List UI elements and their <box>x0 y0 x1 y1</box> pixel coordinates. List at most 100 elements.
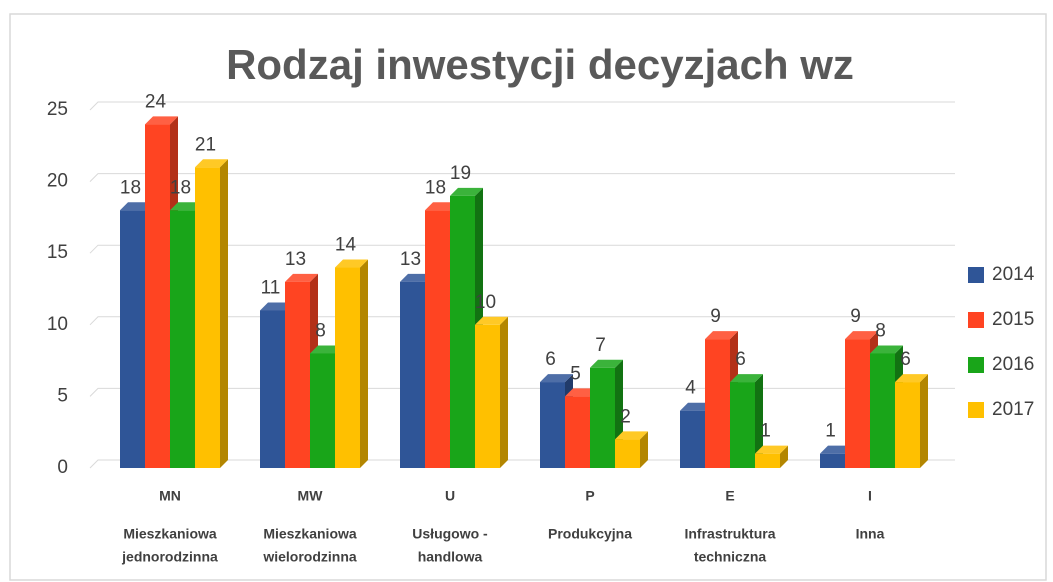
data-label: 8 <box>315 320 326 341</box>
bar <box>845 339 870 468</box>
bar <box>310 353 335 468</box>
data-label: 10 <box>475 292 496 313</box>
data-label: 14 <box>335 235 357 256</box>
y-tick-label: 0 <box>57 457 68 478</box>
bar <box>285 281 310 468</box>
bar-top <box>475 316 508 325</box>
category-description: jednorodzinna <box>121 549 218 565</box>
bar <box>120 210 145 469</box>
grid-line <box>89 244 955 254</box>
bar <box>730 382 755 468</box>
bar-side <box>920 374 928 468</box>
bar-top <box>120 202 153 211</box>
data-label: 21 <box>195 134 216 155</box>
bar <box>680 410 705 468</box>
data-label: 18 <box>120 177 141 198</box>
bar-top <box>820 445 853 454</box>
bar-top <box>400 273 433 282</box>
category-description: handlowa <box>418 549 483 565</box>
x-tick-label: MN <box>159 488 181 504</box>
bar <box>755 453 780 468</box>
bar-top <box>755 445 788 454</box>
bar <box>475 324 500 468</box>
data-label: 24 <box>145 91 167 112</box>
bar-top <box>540 374 573 383</box>
data-label: 18 <box>425 177 446 198</box>
grid-line <box>89 316 955 326</box>
x-tick-label: I <box>868 488 872 504</box>
x-tick-label: MW <box>298 488 324 504</box>
bar-side <box>640 431 648 468</box>
bar <box>820 453 845 468</box>
category-description: Inna <box>856 526 885 542</box>
bar-top <box>730 374 763 383</box>
bar <box>425 210 450 469</box>
data-label: 6 <box>545 349 556 370</box>
bar <box>705 339 730 468</box>
data-label: 2 <box>620 406 631 427</box>
data-label: 6 <box>900 349 911 370</box>
bar-top <box>145 116 178 125</box>
data-label: 7 <box>595 335 606 356</box>
chart-title: Rodzaj inwestycji decyzjach wz <box>226 41 854 88</box>
y-tick-label: 10 <box>47 314 68 335</box>
bar <box>335 267 360 468</box>
bar-top <box>705 331 738 340</box>
bar-top <box>310 345 343 354</box>
data-label: 19 <box>450 163 471 184</box>
y-tick-label: 5 <box>57 385 68 406</box>
bar <box>195 167 220 468</box>
legend-swatch <box>968 267 984 283</box>
grid-line <box>89 101 955 111</box>
category-description: Mieszkaniowa <box>263 526 357 542</box>
data-label: 11 <box>261 277 281 298</box>
bar-top <box>680 402 713 411</box>
x-tick-label: E <box>725 488 734 504</box>
bar-top <box>615 431 648 440</box>
data-label: 13 <box>285 249 306 270</box>
category-description: techniczna <box>694 549 767 565</box>
bar-top <box>195 159 228 168</box>
legend-swatch <box>968 357 984 373</box>
category-description: Mieszkaniowa <box>123 526 217 542</box>
data-label: 9 <box>850 306 861 327</box>
legend-label: 2015 <box>992 309 1034 330</box>
data-label: 18 <box>170 177 191 198</box>
bar-top <box>845 331 878 340</box>
bar-top <box>335 259 368 268</box>
bar <box>145 124 170 468</box>
bar <box>400 281 425 468</box>
bar-side <box>220 159 228 468</box>
bar-top <box>565 388 598 397</box>
bar-top <box>870 345 903 354</box>
data-label: 5 <box>570 363 581 384</box>
category-description: Infrastruktura <box>684 526 775 542</box>
data-label: 8 <box>875 320 886 341</box>
bar <box>895 382 920 468</box>
x-tick-label: U <box>445 488 455 504</box>
category-description: wielorodzinna <box>262 549 357 565</box>
legend-label: 2016 <box>992 354 1034 375</box>
bar-side <box>500 316 508 468</box>
bar <box>170 210 195 469</box>
bar <box>260 310 285 468</box>
bar-top <box>170 202 203 211</box>
bar-side <box>360 259 368 468</box>
bar <box>870 353 895 468</box>
data-label: 6 <box>735 349 746 370</box>
legend-swatch <box>968 402 984 418</box>
bar-top <box>590 359 623 368</box>
bar <box>540 382 565 468</box>
bar-top <box>285 273 318 282</box>
grid-line <box>89 459 955 469</box>
legend-swatch <box>968 312 984 328</box>
bar <box>565 396 590 468</box>
data-label: 4 <box>685 378 696 399</box>
bar-top <box>895 374 928 383</box>
bar <box>450 195 475 469</box>
legend-label: 2014 <box>992 264 1035 285</box>
grid-line <box>89 387 955 397</box>
y-tick-label: 25 <box>47 99 68 120</box>
bar <box>590 367 615 468</box>
